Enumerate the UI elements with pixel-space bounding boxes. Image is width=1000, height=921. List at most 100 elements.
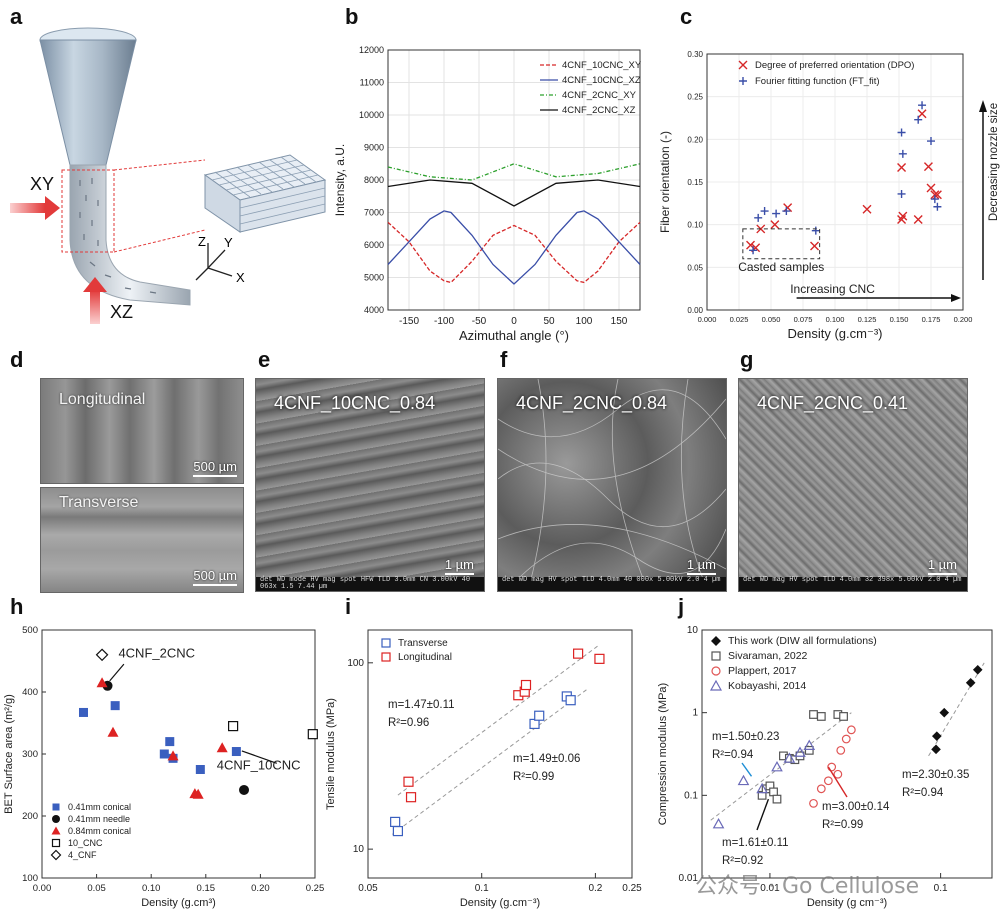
data-point-+: [760, 207, 769, 216]
y-axis-label: Intensity, a.U.: [333, 144, 347, 216]
data-point-longitudinal: [520, 679, 532, 691]
axis-y-label: Y: [224, 235, 233, 250]
legend-label: Plappert, 2017: [728, 665, 796, 677]
data-point-x: [897, 162, 907, 172]
data-point-triangle: [167, 750, 179, 761]
data-point-diamond: [972, 665, 983, 675]
y-tick-label: 0.05: [687, 263, 703, 272]
data-point-+: [898, 149, 907, 158]
series-line-4: [387, 179, 641, 207]
y-tick-label: 0.15: [687, 178, 703, 187]
fit3-r2: R²=0.99: [822, 819, 863, 831]
data-point-open-triangle: [771, 760, 783, 772]
legend-marker: [381, 638, 391, 648]
data-point-open-square: [769, 787, 778, 797]
y-tick-label: 0.30: [687, 50, 703, 59]
sem-g-title: 4CNF_2CNC_0.41: [757, 393, 909, 413]
y-axis-label: Tensile modulus (MPa): [325, 698, 337, 810]
x-tick-label: 0.2: [588, 883, 602, 894]
nozzle-arrowhead: [979, 100, 987, 112]
legend-marker: [52, 815, 60, 823]
fit4-slope: m=2.30±0.35: [902, 769, 969, 781]
panel-label-a: a: [10, 4, 23, 29]
data-point-diamond: [932, 731, 942, 741]
data-point-+: [897, 128, 906, 137]
scalebar-e: 1 µm: [444, 557, 474, 575]
fit-line-1: [710, 712, 852, 821]
x-tick-label: 0.01: [760, 883, 780, 894]
legend-label: Fourier fitting function (FT_fit): [755, 76, 880, 87]
data-point-longitudinal: [405, 792, 417, 803]
data-point-+: [927, 137, 935, 146]
legend-label: 4CNF_2CNC_XY: [562, 90, 637, 101]
sem-f-title: 4CNF_2CNC_0.84: [516, 393, 668, 413]
y-tick-label: 9000: [364, 143, 384, 153]
x-tick-label: 0.10: [142, 883, 161, 894]
x-tick-label: 0.20: [251, 883, 270, 894]
x-tick-label: 0.150: [890, 315, 909, 324]
y-tick-label: 0.01: [679, 873, 699, 884]
y-tick-label: 10: [353, 844, 365, 855]
scalebar-longitudinal: 500 µm: [193, 459, 237, 477]
plot-frame: [706, 53, 964, 311]
data-point-open-triangle: [803, 739, 816, 750]
xz-arrow: [90, 290, 100, 324]
data-point-open-triangle: [756, 782, 768, 794]
data-point-open-square: [804, 745, 814, 755]
panel-label-e: e: [258, 347, 271, 372]
legend-label: Degree of preferred orientation (DPO): [755, 60, 914, 71]
data-point-open-triangle: [737, 774, 750, 786]
label-transverse: Transverse: [59, 494, 139, 511]
x-tick-label: 0.05: [87, 883, 106, 894]
series-line-2: [387, 210, 641, 285]
photo-transverse: Transverse 500 µm: [40, 487, 244, 593]
fiber-dashes: [79, 178, 157, 294]
scalebar-g: 1 µm: [927, 557, 957, 575]
panel-label-f: f: [500, 347, 508, 372]
data-point-circle: [239, 784, 250, 795]
sem-f-footer: det WD mag HV spot TLD 4.0mm 40 000x 5.0…: [498, 577, 726, 591]
x-tick-label: 0.1: [934, 883, 948, 894]
legend-marker: [50, 849, 62, 861]
x-tick-label: 150: [611, 316, 628, 327]
data-point-+: [914, 115, 923, 124]
increasing-cnc-arrowhead: [951, 294, 961, 302]
fit1-slope: m=1.50±0.23: [712, 731, 779, 743]
legend-label: Transverse: [398, 638, 448, 649]
annotation-arrow-1: [109, 663, 125, 682]
data-point-square: [231, 747, 241, 757]
data-point-open-square: [816, 712, 826, 721]
y-tick-label: 0.00: [687, 306, 703, 315]
fit1-arrow: [741, 762, 753, 777]
y-tick-label: 500: [22, 625, 38, 636]
panel-label-d: d: [10, 347, 24, 372]
legend-label: 10_CNC: [68, 838, 103, 848]
data-point-open-square: [809, 710, 818, 719]
data-point-square: [159, 749, 169, 759]
fit2-arrow: [756, 798, 770, 831]
data-point-x: [913, 215, 923, 225]
legend-label: This work (DIW all formulations): [728, 635, 877, 647]
panel-label-h: h: [10, 594, 24, 619]
x-tick-label: 0.175: [922, 315, 941, 324]
legend-label: 4CNF_10CNC_XZ: [562, 75, 641, 86]
data-point-+: [933, 202, 942, 211]
x-tick-label: 100: [576, 316, 593, 327]
data-point-+: [897, 189, 906, 198]
y-tick-label: 10000: [359, 110, 384, 120]
data-point-x: [917, 109, 927, 119]
increasing-cnc-label: Increasing CNC: [790, 282, 875, 296]
legend-marker: [709, 679, 723, 691]
xy-label: XY: [30, 174, 54, 194]
axis-triad: [195, 243, 233, 281]
panel-a-schematic: XY XZ Z Y X: [10, 27, 327, 324]
data-point-x: [770, 220, 780, 230]
data-point-open-circle: [809, 798, 818, 808]
y-tick-label: 5000: [364, 273, 384, 283]
x-tick-label: -150: [399, 316, 419, 327]
fit-longitudinal-slope: m=1.47±0.11: [388, 699, 455, 711]
data-point-triangle: [192, 788, 204, 799]
data-point-open-square: [839, 712, 848, 721]
crop-box: [61, 169, 115, 253]
series-line-1: [387, 221, 641, 284]
